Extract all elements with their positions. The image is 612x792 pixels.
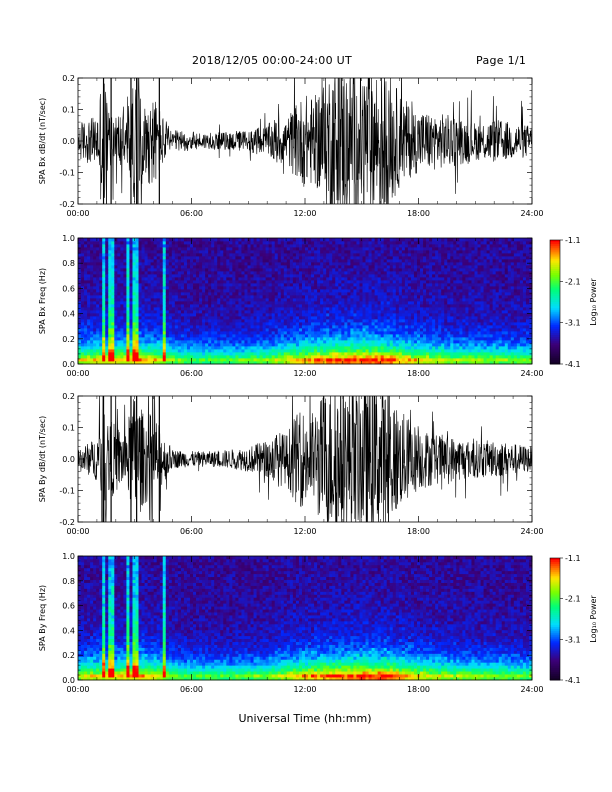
x-axis-label: Universal Time (hh:mm) (239, 712, 372, 725)
y-axis-label: SPA Bx dB/dt (nT/sec) (38, 98, 47, 185)
y-tick-label: 1.0 (62, 234, 75, 243)
panel-bx-spec: -1.1 -2.1 -3.1 -4.1 Log₁₀ Power 1.0 0.8 0.6 0.4 0… (38, 234, 598, 378)
page-title: 2018/12/05 00:00-24:00 UT (192, 54, 353, 67)
colorbar: -1.1 -2.1 -3.1 -4.1 Log₁₀ Power (549, 236, 598, 369)
y-tick-label: 0.8 (62, 259, 75, 268)
y-axis-label: SPA By Freq (Hz) (38, 585, 47, 651)
panel-by-line: 0.2 0.1 0.0 -0.1 -0.200:00 06:00 12:00 18:00 24:… (38, 392, 544, 536)
colorbar-tick-label: -1.1 (565, 236, 581, 245)
colorbar-label: Log₁₀ Power (589, 278, 598, 326)
y-tick-label: 0.2 (62, 74, 75, 83)
x-tick-label: 00:00 (66, 685, 89, 694)
colorbar-tick-label: -4.1 (565, 360, 581, 369)
panel-by-spec: -1.1 -2.1 -3.1 -4.1 Log₁₀ Power 1.0 0.8 0.6 0.4 0… (38, 552, 598, 694)
x-tick-label: 00:00 (66, 209, 89, 218)
x-tick-label: 12:00 (293, 209, 316, 218)
x-tick-label: 18:00 (407, 527, 430, 536)
y-tick-label: 0.1 (62, 106, 75, 115)
colorbar-tick-label: -1.1 (565, 554, 581, 563)
x-tick-label: 18:00 (407, 369, 430, 378)
y-tick-label: 0.6 (62, 284, 75, 293)
panel-bx-line: 0.2 0.1 0.0 -0.1 -0.200:00 06:00 12:00 18:00 24:… (38, 74, 544, 218)
x-tick-label: 24:00 (520, 527, 543, 536)
y-tick-label: -0.2 (59, 200, 75, 209)
y-axis-label: SPA Bx Freq (Hz) (38, 268, 47, 334)
spectrogram-cells (78, 556, 533, 681)
x-tick-label: 06:00 (180, 527, 203, 536)
x-tick-label: 06:00 (180, 209, 203, 218)
y-tick-label: 0.0 (62, 676, 75, 685)
colorbar-tick-label: -4.1 (565, 676, 581, 685)
y-axis-label: SPA By dB/dt (nT/sec) (38, 416, 47, 503)
y-tick-label: 1.0 (62, 552, 75, 561)
y-tick-label: -0.1 (59, 169, 75, 178)
x-tick-label: 18:00 (407, 209, 430, 218)
y-tick-label: 0.2 (62, 392, 75, 401)
colorbar-tick-label: -2.1 (565, 595, 581, 604)
x-tick-label: 24:00 (520, 685, 543, 694)
y-tick-label: 0.4 (62, 310, 75, 319)
x-tick-label: 12:00 (293, 369, 316, 378)
x-tick-label: 24:00 (520, 209, 543, 218)
x-tick-label: 12:00 (293, 685, 316, 694)
spectrogram-cells (78, 238, 533, 365)
y-tick-label: 0.0 (62, 360, 75, 369)
y-tick-label: 0.8 (62, 577, 75, 586)
series-trace (78, 78, 532, 204)
colorbar-tick-label: -3.1 (565, 319, 581, 328)
colorbar: -1.1 -2.1 -3.1 -4.1 Log₁₀ Power (549, 554, 598, 685)
y-tick-label: -0.1 (59, 487, 75, 496)
series-trace (78, 396, 532, 522)
colorbar-tick-label: -3.1 (565, 635, 581, 644)
x-tick-label: 18:00 (407, 685, 430, 694)
y-tick-label: 0.6 (62, 602, 75, 611)
x-tick-label: 24:00 (520, 369, 543, 378)
y-tick-label: 0.1 (62, 424, 75, 433)
page-number: Page 1/1 (476, 54, 527, 67)
colorbar-label: Log₁₀ Power (589, 595, 598, 643)
y-tick-label: 0.0 (62, 137, 75, 146)
y-tick-label: 0.0 (62, 455, 75, 464)
x-tick-label: 06:00 (180, 369, 203, 378)
x-tick-label: 00:00 (66, 527, 89, 536)
colorbar-tick-label: -2.1 (565, 277, 581, 286)
y-tick-label: 0.2 (62, 651, 75, 660)
x-tick-label: 06:00 (180, 685, 203, 694)
y-tick-label: 0.4 (62, 626, 75, 635)
y-tick-label: 0.2 (62, 335, 75, 344)
y-tick-label: -0.2 (59, 518, 75, 527)
x-tick-label: 00:00 (66, 369, 89, 378)
x-tick-label: 12:00 (293, 527, 316, 536)
